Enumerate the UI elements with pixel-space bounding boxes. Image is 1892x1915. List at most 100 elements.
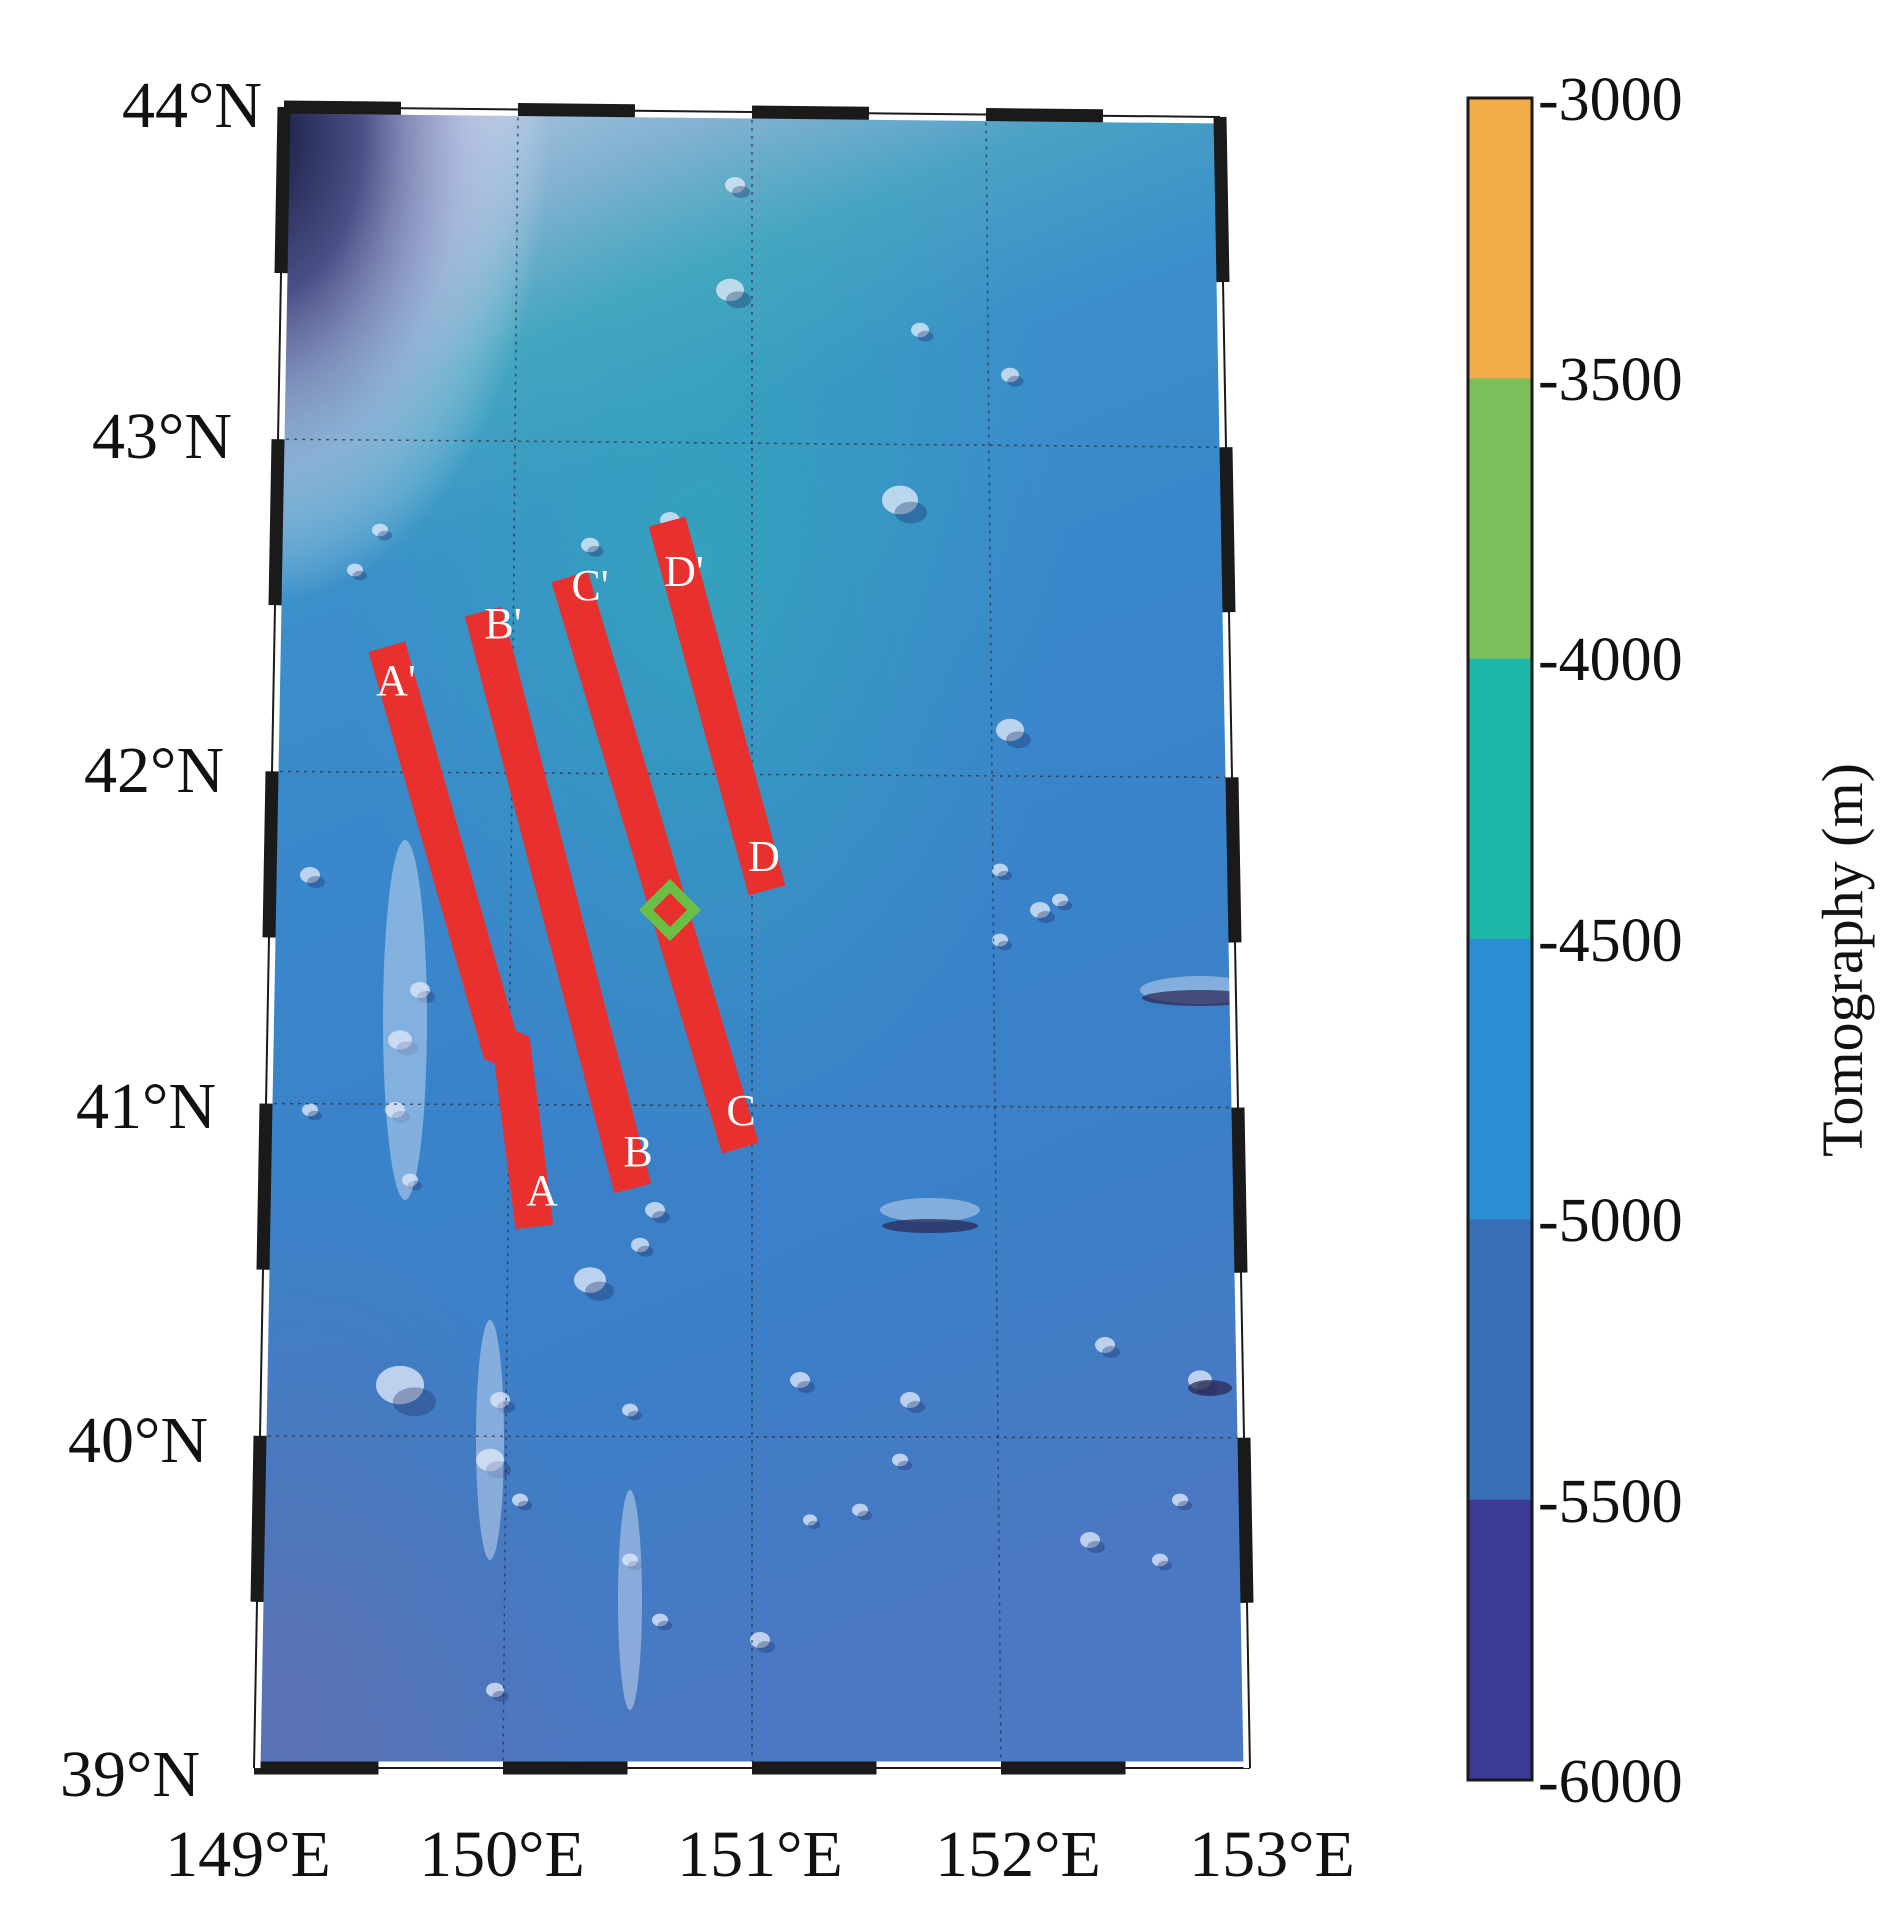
seamount-shadow [857, 1510, 872, 1521]
colorbar-tick-1: -3500 [1538, 346, 1683, 414]
seamount-highlight [302, 1103, 318, 1117]
longitude-labels: 149°E 150°E 151°E 152°E 153°E [165, 1818, 1355, 1891]
profile-c-end-label: C' [571, 561, 608, 610]
seamount-shadow [485, 1461, 511, 1479]
seamount-highlight [376, 1365, 424, 1405]
seamount-highlight [486, 1682, 504, 1698]
seamount-shadow [417, 991, 435, 1003]
profile-line-c [551, 571, 759, 1154]
seamount-highlight [1001, 367, 1019, 383]
seamount-highlight [803, 1514, 817, 1526]
lat-label-42: 42°N [84, 734, 224, 807]
seamount-shadow [797, 1381, 815, 1393]
seamount-highlight [790, 1372, 810, 1388]
seamount-shadow [352, 570, 367, 581]
trough-shadow [1142, 990, 1250, 1006]
meridian-line [985, 114, 1002, 1768]
parallel-line [277, 438, 1227, 448]
seamount-features [300, 177, 1250, 1710]
lat-label-43: 43°N [92, 400, 232, 473]
seamount-highlight [892, 1453, 908, 1467]
seamount-shadow [396, 1041, 419, 1056]
lon-label-153: 153°E [1189, 1818, 1355, 1891]
colorbar [1466, 96, 1534, 1782]
ridge-highlight [618, 1490, 642, 1710]
seamount-shadow [1102, 1346, 1120, 1358]
seamount-shadow [637, 1245, 654, 1257]
parallel-line [265, 1102, 1239, 1109]
seamount-highlight [512, 1493, 528, 1507]
seamount-shadow [997, 870, 1012, 881]
colorbar-tick-5: -5500 [1538, 1468, 1683, 1536]
trough-shadow [882, 1219, 978, 1233]
profile-a-end-label: A' [376, 656, 416, 705]
trough-shadow [1188, 1380, 1232, 1396]
seamount-shadow [1157, 1560, 1173, 1571]
profile-a-start-label: A [526, 1166, 558, 1215]
lon-label-150: 150°E [419, 1818, 585, 1891]
seamount-shadow [917, 330, 934, 342]
ridge-highlight [476, 1320, 504, 1560]
seamount-shadow [392, 1387, 436, 1417]
seamount-shadow [307, 876, 325, 888]
seamount-shadow [377, 530, 392, 541]
seamount-shadow [1037, 911, 1055, 923]
seamount-highlight [622, 1403, 638, 1417]
colorbar-band-2 [1468, 658, 1532, 940]
lat-label-41: 41°N [76, 1070, 216, 1143]
seamount-shadow [1057, 900, 1073, 911]
seamount-highlight [996, 718, 1024, 742]
frame-top-outline [283, 106, 1221, 118]
site-marker-diamond [638, 878, 702, 942]
seamount-shadow [492, 1690, 509, 1702]
seamount-shadow [757, 1641, 775, 1653]
seamount-highlight [574, 1267, 606, 1293]
map-frame [247, 100, 1257, 1775]
seamount-highlight [631, 1237, 649, 1253]
seamount-shadow [807, 1520, 821, 1530]
seamount-shadow [392, 1111, 410, 1123]
seamount-highlight [716, 278, 744, 302]
seamount-highlight [402, 1173, 418, 1187]
seamount-highlight [725, 177, 745, 193]
profile-line-a [368, 641, 554, 1230]
colorbar-tick-4: -5000 [1538, 1187, 1683, 1255]
seamount-shadow [725, 291, 752, 309]
seamount-shadow [1007, 375, 1024, 387]
ridge-highlight [880, 1198, 980, 1222]
seamount-shadow [652, 1211, 670, 1223]
seamount-highlight [652, 1613, 668, 1627]
seamount-shadow [907, 1401, 925, 1413]
seamount-shadow [585, 1281, 614, 1301]
profile-labels: A' A B' B C' C D' D [376, 547, 780, 1215]
seamount-highlight [750, 1632, 770, 1648]
seamount-highlight [992, 933, 1008, 947]
seamount-highlight [1030, 902, 1050, 918]
seamount-highlight [1152, 1553, 1168, 1567]
seamount-highlight [992, 863, 1008, 877]
seamount-highlight [900, 1392, 920, 1408]
seamount-highlight [385, 1102, 405, 1118]
seamount-highlight [410, 982, 430, 998]
seamount-highlight [622, 1553, 638, 1567]
colorbar-band-5 [1468, 1499, 1532, 1781]
marker-diamond-shape [638, 878, 702, 942]
seamount-shadow [894, 501, 927, 524]
seamount-highlight [1095, 1337, 1115, 1353]
seamount-shadow [1087, 1541, 1105, 1553]
ridge-highlight [383, 840, 427, 1200]
lat-label-39: 39°N [60, 1738, 200, 1811]
colorbar-band-0 [1468, 98, 1532, 379]
seamount-highlight [476, 1448, 504, 1472]
profile-line-b [464, 606, 652, 1194]
seamount-highlight [300, 867, 320, 883]
seamount-shadow [897, 1460, 912, 1471]
colorbar-tick-labels: -3000 -3500 -4000 -4500 -5000 -5500 -600… [1538, 66, 1683, 1816]
frame-right-outline [1219, 116, 1251, 1769]
colorbar-tick-6: -6000 [1538, 1748, 1683, 1816]
seamount-highlight [490, 1392, 510, 1408]
lat-label-40: 40°N [68, 1404, 208, 1477]
seamount-highlight [388, 1030, 412, 1050]
